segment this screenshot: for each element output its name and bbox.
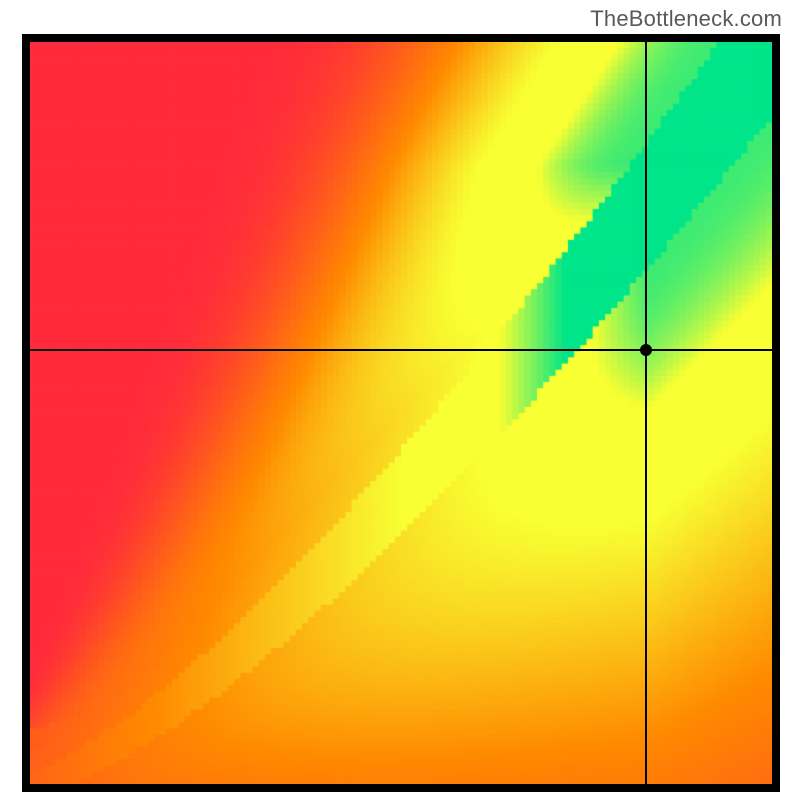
crosshair-marker[interactable] xyxy=(640,344,652,356)
chart-container: TheBottleneck.com xyxy=(0,0,800,800)
heatmap-canvas xyxy=(30,42,772,784)
crosshair-vertical xyxy=(645,42,647,784)
crosshair-horizontal xyxy=(30,349,772,351)
watermark-text: TheBottleneck.com xyxy=(590,6,782,32)
